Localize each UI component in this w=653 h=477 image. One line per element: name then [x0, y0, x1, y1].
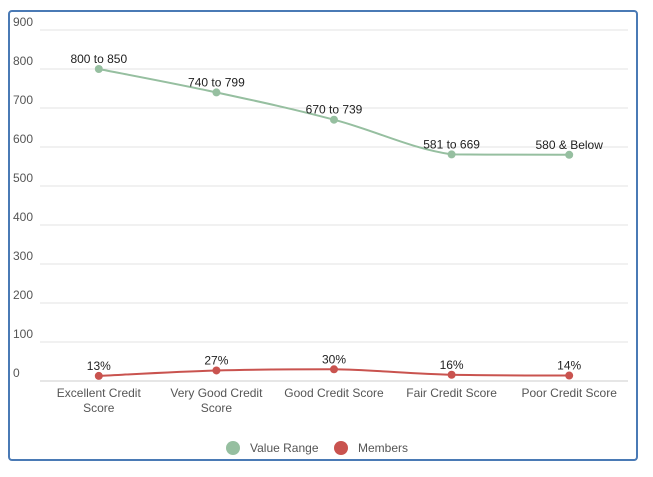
x-category-label: Very Good Credit: [170, 386, 263, 400]
data-point: [212, 366, 221, 375]
y-tick-label: 0: [13, 366, 20, 380]
y-tick-label: 300: [13, 249, 33, 263]
data-label: 800 to 850: [70, 52, 127, 66]
data-point: [212, 88, 221, 97]
x-category-label: Fair Credit Score: [406, 386, 497, 400]
y-tick-label: 800: [13, 54, 33, 68]
x-category-label: Good Credit Score: [284, 386, 384, 400]
data-label: 14%: [557, 359, 581, 373]
x-category-label: Poor Credit Score: [522, 386, 618, 400]
y-tick-label: 500: [13, 171, 33, 185]
y-tick-label: 100: [13, 327, 33, 341]
data-point: [94, 371, 103, 380]
y-tick-label: 900: [13, 15, 33, 29]
x-category-label: Score: [83, 401, 115, 415]
data-point: [94, 65, 103, 73]
data-point: [447, 150, 456, 159]
x-category-label: Score: [201, 401, 233, 415]
data-label: 670 to 739: [306, 103, 363, 117]
data-point: [565, 150, 574, 159]
data-label: 16%: [440, 358, 464, 372]
legend-label: Members: [358, 441, 408, 455]
data-point: [565, 371, 574, 380]
data-label: 740 to 799: [188, 75, 245, 89]
data-label: 581 to 669: [423, 137, 480, 151]
y-tick-label: 200: [13, 288, 33, 302]
data-label: 27%: [204, 353, 228, 367]
y-tick-label: 600: [13, 132, 33, 146]
data-point: [330, 365, 338, 374]
data-point: [330, 115, 338, 124]
y-tick-label: 400: [13, 210, 33, 224]
y-tick-label: 700: [13, 93, 33, 107]
x-category-label: Excellent Credit: [57, 386, 142, 400]
legend-label: Value Range: [250, 441, 319, 455]
data-label: 580 & Below: [536, 138, 604, 152]
data-point: [447, 370, 456, 379]
legend-marker: [226, 441, 240, 455]
data-label: 30%: [322, 352, 346, 366]
data-label: 13%: [87, 359, 111, 373]
chart-frame: [8, 10, 638, 461]
legend-marker: [334, 441, 348, 455]
